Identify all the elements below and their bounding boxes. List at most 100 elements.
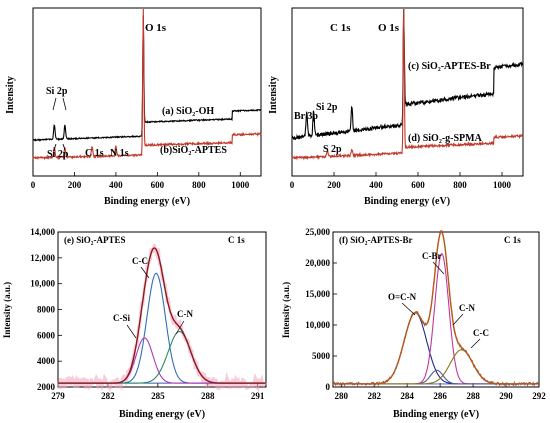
panel-b-peak-c1s: C 1s	[330, 22, 351, 34]
panel-a-si2p-arrow-right	[62, 97, 67, 111]
f-envelope	[333, 231, 539, 385]
panel-b-peak-s2p: S 2p	[323, 144, 342, 155]
e-ytick-label: 10,000	[30, 279, 55, 289]
b-xtick-label: 200	[327, 180, 341, 190]
panel-f-y-axis-title: Intensity (a.u.)	[281, 282, 291, 338]
panel-f-x-axis-title: Binding energy (eV)	[393, 409, 479, 420]
f-xtick-label: 286	[433, 391, 447, 401]
b-xtick-label: 600	[411, 180, 425, 190]
e-xtick-label: 282	[101, 391, 115, 401]
panel-e-frame	[57, 231, 267, 388]
e-ytick-label: 2000	[37, 382, 56, 392]
f-xtick-label: 284	[400, 391, 414, 401]
panel-a-peak-si2p-lower: Si 2p	[47, 149, 69, 160]
panel-b-frame	[291, 7, 524, 177]
panel-f-title: (f) SiO₂-APTES-Br	[339, 235, 412, 245]
panel-f-label-cn: C-N	[459, 303, 475, 313]
panel-e-title: (e) SiO₂-APTES	[64, 235, 125, 245]
f-ytick-label: 0	[326, 382, 331, 392]
panel-a-curve-label-a: (a) SiO₂-OH	[162, 106, 214, 117]
panel-a-curve-label-b: (b)SiO₂-APTES	[160, 145, 227, 156]
e-xtick-label: 279	[51, 391, 65, 401]
panel-a-peak-o1s: O 1s	[145, 22, 167, 34]
panel-b-curve-label-d: (d) SiO₂-g-SPMA	[408, 133, 483, 144]
f-xtick-label: 282	[367, 391, 381, 401]
e-ytick-label: 8000	[37, 305, 56, 315]
panel-f-cc-pointer	[470, 338, 481, 349]
panel-f-ocn-pointer	[401, 302, 416, 316]
a-xtick-label: 400	[109, 180, 123, 190]
f-ytick-label: 5000	[312, 351, 331, 361]
f-ytick-label: 25,000	[305, 227, 330, 237]
e-component-0	[58, 272, 266, 384]
a-xtick-label: 200	[68, 180, 82, 190]
f-xtick-label: 292	[532, 391, 546, 401]
panel-f-ticks: 280 282 284 286 288 290 292 0 5000 10,000 15,000 20…	[305, 227, 546, 401]
panel-a-peak-n1s: N 1s	[110, 148, 129, 159]
f-ytick-label: 20,000	[305, 258, 330, 268]
e-component-2	[58, 330, 266, 384]
panel-a-curves	[32, 8, 262, 161]
f-ytick-label: 15,000	[305, 289, 330, 299]
panel-f-cbr-pointer	[432, 261, 445, 275]
panel-b-peak-o1s: O 1s	[378, 22, 400, 34]
panel-e-curves	[56, 243, 267, 393]
a-series-0	[32, 15, 262, 142]
e-ytick-label: 4000	[37, 356, 56, 366]
b-xtick-label: 0	[290, 180, 295, 190]
a-xtick-label: 1000	[231, 180, 250, 190]
f-xtick-label: 290	[499, 391, 513, 401]
panel-f-curves	[332, 230, 539, 388]
f-component-3	[333, 349, 539, 385]
e-raw-data	[56, 243, 267, 393]
a-series-1	[32, 8, 262, 161]
e-ytick-label: 6000	[37, 330, 56, 340]
panel-a-si2p-arrow-left	[52, 97, 57, 111]
a-xtick-label: 0	[31, 180, 36, 190]
panel-a-peak-si2p: Si 2p	[46, 86, 68, 97]
panel-e-x-axis-title: Binding energy (eV)	[119, 409, 205, 420]
panel-a-x-axis-title: Binding energy (eV)	[104, 196, 190, 207]
b-xtick-label: 400	[369, 180, 383, 190]
e-ytick-label: 12,000	[30, 253, 55, 263]
e-xtick-label: 285	[151, 391, 165, 401]
panel-f-corner-label: C 1s	[504, 235, 521, 245]
panel-f-frame	[332, 231, 540, 388]
panel-e-label-cn: C-N	[177, 309, 193, 319]
panel-e-cn-pointer	[175, 320, 185, 335]
e-ytick-label: 14,000	[30, 227, 55, 237]
e-xtick-label: 291	[251, 391, 265, 401]
f-component-1	[333, 252, 539, 385]
b-xtick-label: 1000	[493, 180, 512, 190]
a-xtick-label: 800	[192, 180, 206, 190]
f-component-0	[333, 312, 539, 385]
panel-e-label-csi: C-Si	[113, 313, 131, 323]
panel-a-peak-c1s: C 1s	[85, 148, 104, 159]
panel-a-y-axis-title: Intensity	[5, 76, 16, 114]
panel-f-cn-pointer	[452, 313, 464, 326]
e-envelope	[58, 247, 266, 384]
panel-b-x-axis-title: Binding energy (eV)	[364, 196, 450, 207]
e-component-1	[58, 337, 266, 384]
panel-e: 279 282 285 288 291 2000 4000 6000 8000 10,000 12,…	[2, 227, 267, 420]
panel-b-curves	[291, 8, 524, 161]
panel-a-si2p-lower-arrow-right	[62, 143, 66, 151]
e-xtick-label: 288	[201, 391, 215, 401]
panel-b-x-ticks: 0 200 400 600 800 1000	[290, 172, 512, 190]
panel-e-label-cc: C-C	[132, 256, 148, 266]
panel-f-label-cc: C-C	[473, 328, 489, 338]
panel-e-y-axis-title: Intensity (a.u.)	[2, 282, 12, 338]
panel-a: 0 200 400 600 800 1000 O 1s Si 2p C 1s N 1s S…	[5, 7, 262, 207]
panel-a-x-ticks: 0 200 400 600 800 1000	[31, 172, 250, 190]
b-series-1	[291, 8, 524, 161]
panel-f-label-cbr: C-Br	[422, 251, 442, 261]
f-ytick-label: 10,000	[305, 320, 330, 330]
f-xtick-label: 280	[334, 391, 348, 401]
panel-a-si2p-lower-arrow-left	[53, 143, 57, 151]
panel-f: 280 282 284 286 288 290 292 0 5000 10,000 15,000 20…	[281, 227, 546, 420]
f-xtick-label: 288	[466, 391, 480, 401]
panel-e-corner-label: C 1s	[228, 235, 245, 245]
panel-a-frame	[32, 7, 262, 177]
b-xtick-label: 800	[453, 180, 467, 190]
